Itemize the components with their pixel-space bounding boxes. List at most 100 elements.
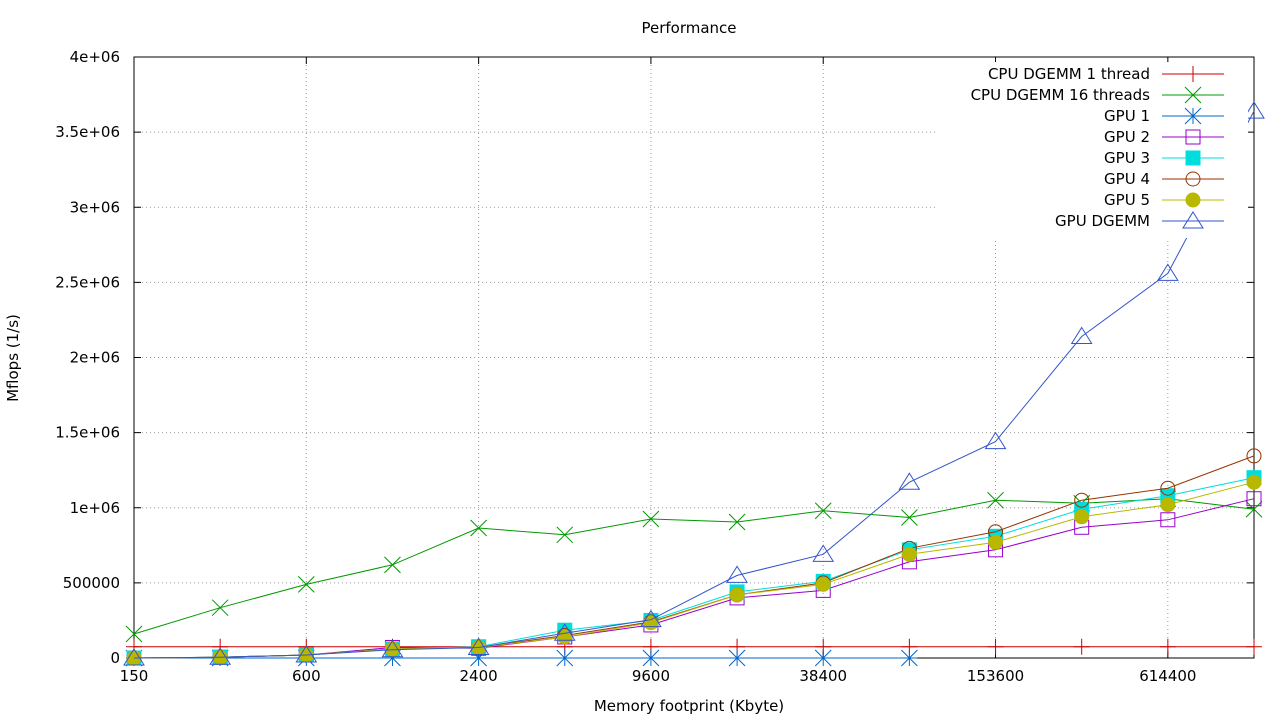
legend: CPU DGEMM 1 thread CPU DGEMM 16 threads GP…: [936, 62, 1248, 238]
x-tick-label: 38400: [799, 667, 847, 685]
data-point: [556, 526, 574, 544]
data-point: [728, 513, 746, 531]
axis-ticks: 0 500000 1e+06 1.5e+06 2e+06 2.5e+06 3e+06 3.5e…: [55, 48, 1254, 685]
legend-label: GPU 2: [1104, 128, 1150, 146]
data-point: [1156, 263, 1179, 281]
grid-lines: [134, 57, 1254, 658]
data-point: [987, 638, 1004, 655]
legend-marker: [1185, 129, 1201, 145]
series-gpu-dgemm: [123, 101, 1265, 666]
x-axis-label: Memory footprint (Kbyte): [594, 697, 784, 715]
legend-entry-gpu-4: GPU 4: [1104, 170, 1224, 188]
legend-label: GPU 4: [1104, 170, 1150, 188]
data-point: [901, 546, 917, 562]
legend-entry-gpu-5: GPU 5: [1104, 191, 1224, 209]
series-layer: [123, 101, 1265, 667]
data-point: [988, 534, 1004, 550]
data-point: [553, 623, 576, 641]
legend-label: GPU 5: [1104, 191, 1150, 209]
x-tick-label: 614400: [1139, 667, 1196, 685]
x-tick-label: 600: [292, 667, 321, 685]
data-point: [470, 519, 487, 537]
legend-entry-cpu-dgemm-16-threads: CPU DGEMM 16 threads: [971, 86, 1224, 104]
legend-label: CPU DGEMM 1 thread: [988, 65, 1150, 83]
data-point: [640, 609, 662, 628]
legend-label: CPU DGEMM 16 threads: [971, 86, 1151, 104]
series-gpu-2: [126, 491, 1262, 666]
legend-entry-gpu-1: GPU 1: [1104, 107, 1224, 125]
legend-label: GPU 3: [1104, 149, 1150, 167]
legend-entry-cpu-dgemm-1-thread: CPU DGEMM 1 thread: [988, 65, 1224, 83]
data-point: [295, 645, 318, 663]
data-point: [1074, 492, 1090, 508]
y-tick-label: 2e+06: [70, 349, 120, 367]
legend-entry-gpu-dgemm: GPU DGEMM: [1055, 211, 1224, 230]
series-cpu-dgemm-16-threads: [125, 490, 1263, 643]
data-point: [125, 625, 143, 643]
series-line: [133, 455, 1255, 659]
data-point: [1159, 638, 1176, 655]
x-tick-label: 153600: [967, 667, 1024, 685]
y-tick-label: 0: [110, 649, 120, 667]
series-gpu-5: [126, 474, 1262, 666]
data-point: [1073, 638, 1090, 655]
legend-marker: [1184, 107, 1202, 125]
data-point: [209, 647, 232, 665]
legend-marker: [1182, 211, 1204, 229]
data-point: [1160, 480, 1176, 496]
data-point: [812, 544, 835, 562]
y-tick-label: 3.5e+06: [55, 123, 120, 141]
data-point: [984, 431, 1007, 450]
data-point: [1246, 638, 1262, 655]
legend-label: GPU DGEMM: [1055, 212, 1150, 230]
data-point: [898, 472, 921, 490]
data-point: [814, 502, 832, 520]
series-gpu-3: [126, 470, 1262, 666]
data-point: [470, 649, 487, 667]
series-line: [133, 110, 1255, 659]
data-point: [1160, 512, 1176, 528]
data-point: [384, 556, 401, 574]
data-point: [726, 565, 748, 583]
legend-marker: [1185, 171, 1201, 187]
legend-entry-gpu-2: GPU 2: [1104, 128, 1224, 146]
legend-marker: [1185, 66, 1201, 82]
y-axis-label: Mflops (1/s): [4, 314, 22, 402]
data-point: [123, 648, 145, 666]
data-point: [1245, 500, 1263, 518]
y-tick-label: 1e+06: [70, 499, 120, 517]
legend-label: GPU 1: [1104, 107, 1150, 125]
y-tick-label: 500000: [63, 574, 120, 592]
y-tick-label: 4e+06: [70, 48, 120, 66]
data-point: [1246, 491, 1262, 507]
series-gpu-4: [126, 448, 1262, 666]
data-point: [384, 649, 401, 667]
data-point: [728, 649, 746, 667]
data-point: [381, 639, 404, 658]
data-point: [901, 509, 918, 526]
data-point: [729, 587, 745, 603]
data-point: [1160, 497, 1176, 513]
x-tick-label: 150: [120, 667, 149, 685]
data-point: [556, 649, 574, 667]
y-tick-label: 3e+06: [70, 198, 120, 216]
data-point: [1246, 474, 1262, 490]
series-gpu-1: [125, 649, 918, 667]
data-point: [297, 576, 315, 593]
data-point: [211, 599, 229, 617]
y-tick-label: 2.5e+06: [55, 273, 120, 291]
x-tick-label: 9600: [632, 667, 670, 685]
legend-entry-gpu-3: GPU 3: [1104, 149, 1224, 167]
series-line: [133, 498, 1255, 635]
data-point: [1243, 101, 1265, 119]
data-point: [642, 510, 660, 528]
data-point: [467, 637, 490, 655]
legend-marker: [1184, 86, 1202, 104]
chart-title: Performance: [641, 19, 736, 37]
data-point: [815, 576, 831, 592]
legend-marker: [1185, 192, 1201, 208]
data-point: [987, 491, 1004, 509]
data-point: [1246, 448, 1262, 464]
legend-marker: [1185, 150, 1201, 166]
